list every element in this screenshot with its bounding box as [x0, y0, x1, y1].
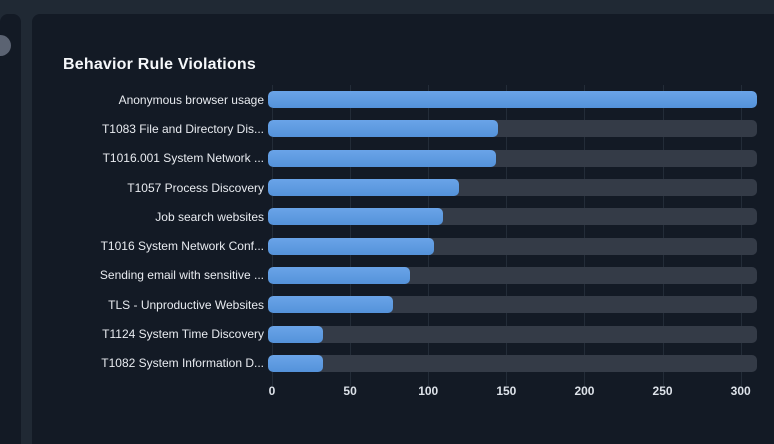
category-label: T1016.001 System Network ...	[102, 151, 264, 166]
x-tick-100: 100	[418, 384, 439, 398]
left-panel-circle-icon	[0, 35, 11, 56]
gridline-300	[740, 85, 742, 386]
behavior-rule-violations-card: Behavior Rule Violations Anonymous brows…	[32, 14, 774, 444]
bar-chart: Anonymous browser usage T1083 File and Di…	[32, 85, 761, 398]
bar-7[interactable]	[268, 266, 411, 284]
category-label: Job search websites	[155, 209, 264, 224]
chart-row: T1057 Process Discovery	[32, 173, 761, 202]
x-tick-250: 250	[652, 384, 673, 398]
category-label: T1124 System Time Discovery	[102, 327, 264, 342]
chart-row: T1124 System Time Discovery	[32, 319, 761, 348]
bar-5[interactable]	[268, 208, 443, 226]
bar-track	[268, 179, 757, 197]
gridline-0	[272, 85, 273, 386]
chart-rows: Anonymous browser usage T1083 File and Di…	[32, 85, 761, 378]
bar-2[interactable]	[268, 120, 498, 138]
bar-8[interactable]	[268, 296, 393, 314]
bar-track	[268, 325, 757, 343]
chart-gridlines	[272, 85, 761, 386]
category-label: TLS - Unproductive Websites	[108, 297, 264, 312]
bar-track	[268, 149, 757, 167]
bar-1[interactable]	[268, 91, 757, 109]
bar-track	[268, 208, 757, 226]
bar-4[interactable]	[268, 179, 459, 197]
bar-3[interactable]	[268, 149, 497, 167]
bar-6[interactable]	[268, 237, 434, 255]
gridline-50	[350, 85, 352, 386]
category-label: Anonymous browser usage	[118, 92, 264, 107]
bar-track	[268, 354, 757, 372]
x-tick-150: 150	[496, 384, 517, 398]
bar-track	[268, 296, 757, 314]
category-label: T1082 System Information D...	[101, 356, 264, 371]
gridline-250	[662, 85, 664, 386]
gridline-200	[584, 85, 586, 386]
chart-row: T1016 System Network Conf...	[32, 231, 761, 260]
chart-title: Behavior Rule Violations	[63, 56, 256, 73]
chart-row: T1083 File and Directory Dis...	[32, 114, 761, 143]
chart-row: T1082 System Information D...	[32, 349, 761, 378]
bar-9[interactable]	[268, 325, 323, 343]
x-tick-200: 200	[574, 384, 595, 398]
gridline-100	[428, 85, 430, 386]
bar-10[interactable]	[268, 354, 323, 372]
x-axis: 0 50 100 150 200 250 300	[268, 384, 761, 400]
left-panel	[0, 14, 21, 444]
chart-row: T1016.001 System Network ...	[32, 144, 761, 173]
chart-row: Anonymous browser usage	[32, 85, 761, 114]
bar-track	[268, 91, 757, 109]
gridline-150	[506, 85, 508, 386]
category-label: T1016 System Network Conf...	[100, 239, 264, 254]
bar-track	[268, 237, 757, 255]
bar-track	[268, 120, 757, 138]
x-tick-300: 300	[730, 384, 751, 398]
chart-row: Sending email with sensitive ...	[32, 261, 761, 290]
category-label: T1083 File and Directory Dis...	[101, 121, 264, 136]
chart-row: TLS - Unproductive Websites	[32, 290, 761, 319]
category-label: Sending email with sensitive ...	[99, 268, 264, 283]
x-tick-0: 0	[268, 384, 276, 398]
chart-row: Job search websites	[32, 202, 761, 231]
x-tick-50: 50	[343, 384, 357, 398]
bar-track	[268, 266, 757, 284]
category-label: T1057 Process Discovery	[127, 180, 264, 195]
